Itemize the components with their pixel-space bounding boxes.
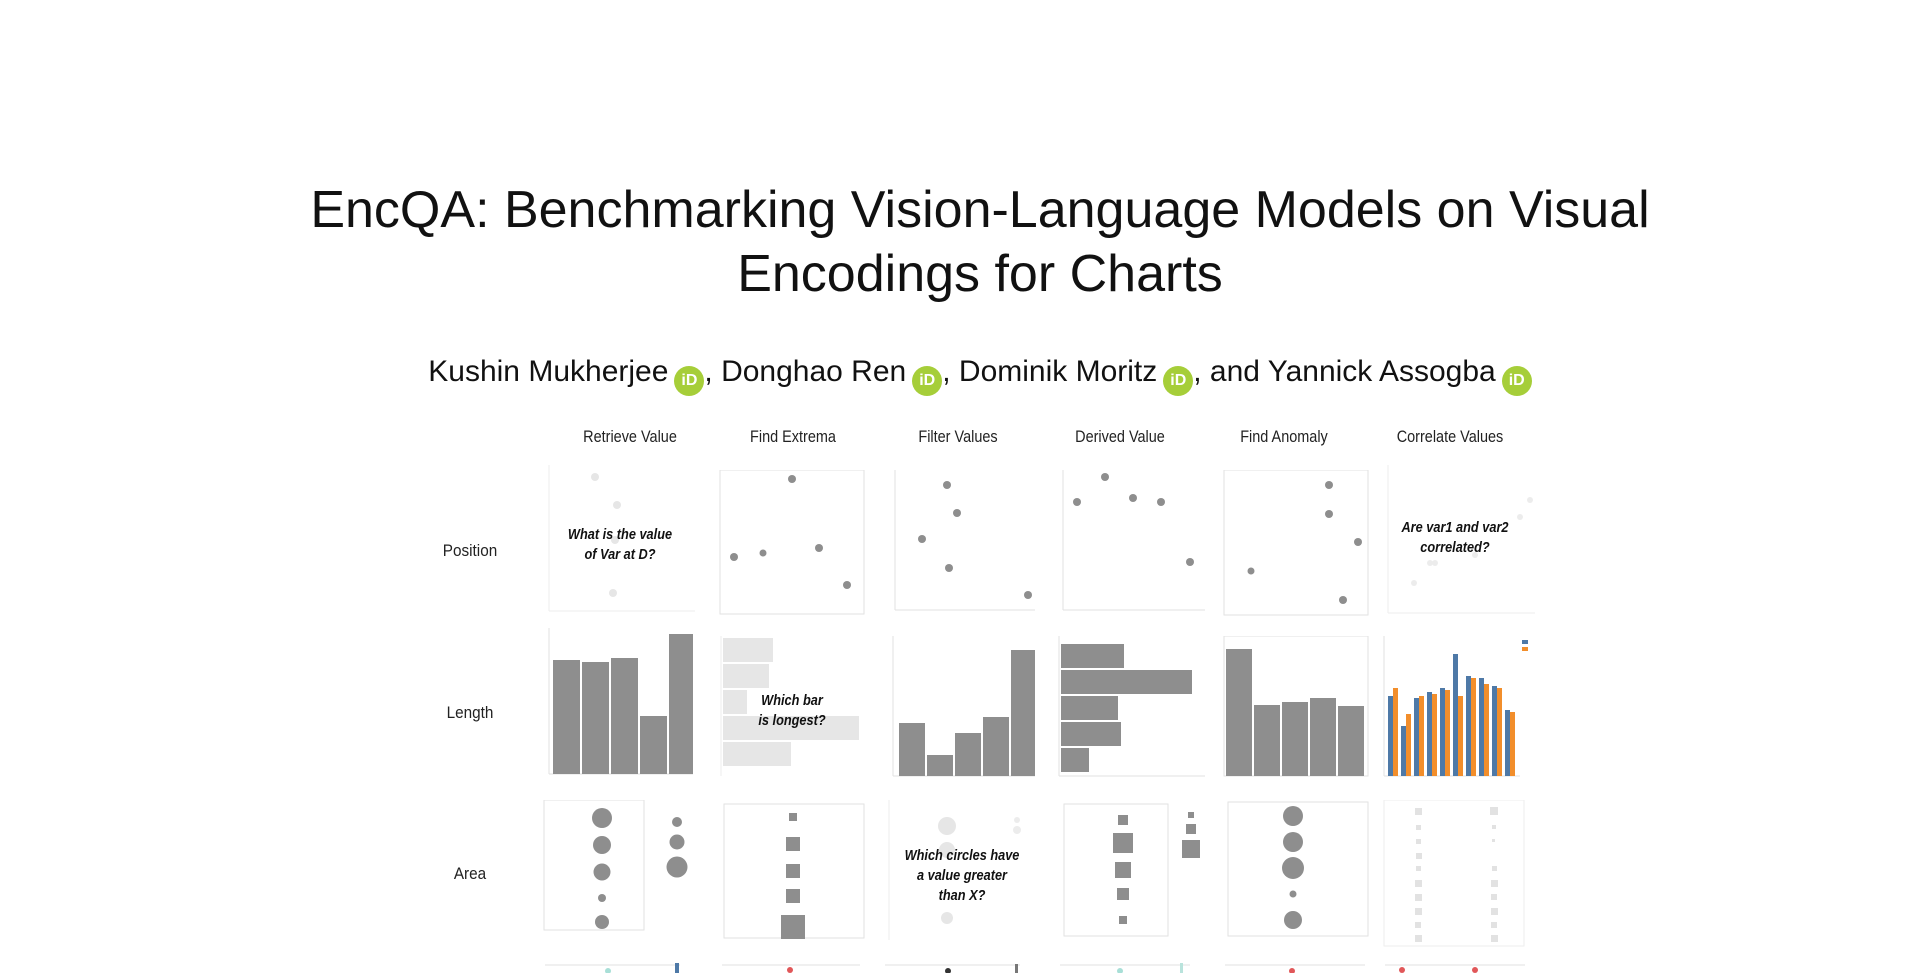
- bar-mark: [1419, 696, 1424, 776]
- bar-mark: [1458, 696, 1463, 776]
- bar-mark: [1401, 726, 1406, 776]
- author-separator: ,: [942, 355, 959, 388]
- bar-mark: [1479, 678, 1484, 776]
- bar-mark: [1484, 684, 1489, 776]
- author-separator: ,: [704, 355, 722, 388]
- position-anomaly-chart: [1222, 470, 1372, 620]
- column-label-correlate-values: Correlate Values: [1396, 427, 1504, 446]
- length-retrieve-chart: [543, 628, 693, 778]
- bar-mark: [1492, 686, 1497, 776]
- author-name: Kushin Mukherjee: [428, 355, 669, 388]
- column-label-find-anomaly: Find Anomaly: [1240, 427, 1328, 446]
- question-filter-line-1: Which circles have: [904, 847, 1020, 864]
- bar-mark: [1432, 694, 1437, 776]
- orcid-icon[interactable]: iD: [1501, 366, 1532, 396]
- question-retrieve-line-1: What is the value: [567, 526, 673, 543]
- bar-mark: [1466, 676, 1471, 776]
- author-separator: , and: [1193, 355, 1268, 388]
- author-name: Yannick Assogba: [1267, 355, 1496, 388]
- area-extrema-chart: [722, 800, 872, 950]
- area-anomaly-chart: [1226, 800, 1376, 950]
- row-4-partial: [540, 960, 1540, 974]
- position-derived-chart: [1055, 470, 1205, 620]
- length-derived-chart: [1055, 636, 1205, 786]
- question-retrieve-line-2: of Var at D?: [584, 546, 656, 563]
- author-name: Donghao Ren: [721, 355, 907, 388]
- bar-mark: [1471, 678, 1476, 776]
- orcid-icon[interactable]: iD: [912, 366, 943, 396]
- area-retrieve-chart: [540, 800, 690, 950]
- row-label-area: Area: [453, 864, 487, 883]
- area-filter-chart: Which circles have a value greater than …: [887, 800, 1037, 950]
- bar-mark: [1445, 690, 1450, 776]
- bar-mark: [1414, 698, 1419, 776]
- position-retrieve-chart: What is the value of Var at D?: [545, 465, 695, 615]
- column-label-derived-value: Derived Value: [1075, 427, 1165, 446]
- bar-mark: [1406, 714, 1411, 776]
- length-extrema-chart: Which bar is longest?: [717, 636, 867, 786]
- bar-mark: [1427, 692, 1432, 776]
- bar-mark: [1510, 712, 1515, 776]
- bar-mark: [1453, 654, 1458, 776]
- question-extrema-line-2: is longest?: [758, 712, 826, 729]
- area-derived-chart: [1060, 800, 1210, 950]
- bar-mark: [1393, 688, 1398, 776]
- question-correlate-line-1: Are var1 and var2: [1401, 519, 1509, 536]
- column-label-retrieve-value: Retrieve Value: [583, 427, 677, 446]
- length-filter-chart: [885, 636, 1035, 786]
- question-extrema-line-1: Which bar: [761, 692, 823, 709]
- orcid-icon[interactable]: iD: [1163, 366, 1194, 396]
- position-filter-chart: [885, 470, 1035, 620]
- paper-title: EncQA: Benchmarking Vision-Language Mode…: [0, 178, 1920, 306]
- bar-mark: [1497, 688, 1502, 776]
- row-label-length: Length: [446, 703, 494, 722]
- question-filter-line-3: than X?: [938, 887, 986, 904]
- bar-mark: [1440, 688, 1445, 776]
- title-line-1: EncQA: Benchmarking Vision-Language Mode…: [310, 181, 1650, 239]
- title-line-2: Encodings for Charts: [737, 245, 1223, 303]
- length-anomaly-chart: [1222, 636, 1372, 786]
- column-label-filter-values: Filter Values: [918, 427, 998, 446]
- question-filter-line-2: a value greater: [916, 867, 1008, 884]
- area-correlate-chart: [1380, 800, 1530, 950]
- position-extrema-chart: [718, 470, 868, 620]
- question-correlate-line-2: correlated?: [1420, 539, 1490, 556]
- row-label-position: Position: [442, 541, 498, 560]
- author-list: Kushin Mukherjee iD, Donghao Ren iD, Domin…: [0, 352, 1920, 396]
- bar-mark: [1388, 696, 1393, 776]
- author-name: Dominik Moritz: [958, 355, 1158, 388]
- bar-mark: [1505, 710, 1510, 776]
- column-label-find-extrema: Find Extrema: [750, 427, 836, 446]
- length-correlate-chart: [1380, 636, 1530, 786]
- orcid-icon[interactable]: iD: [674, 366, 705, 396]
- position-correlate-chart: Are var1 and var2 correlated?: [1380, 465, 1535, 615]
- grouped-bars: [1388, 654, 1515, 776]
